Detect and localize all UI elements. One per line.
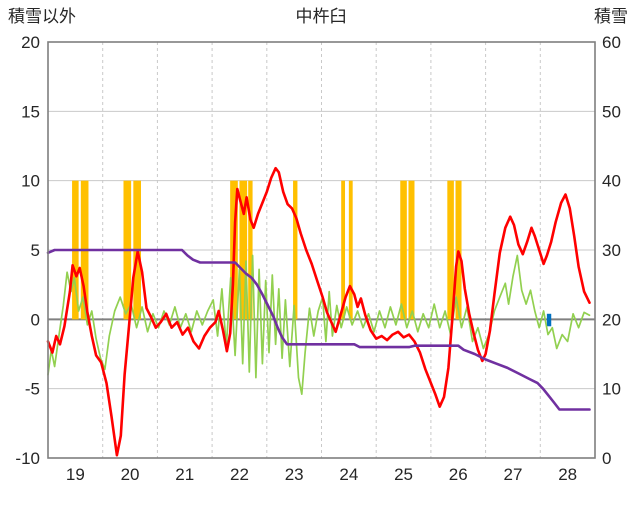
left-tick-label: 10 [21,172,40,191]
x-tick-label: 22 [230,465,249,484]
orange-bars [341,180,346,320]
x-tick-label: 24 [339,465,358,484]
right-tick-label: 0 [602,449,611,468]
x-tick-label: 26 [449,465,468,484]
right-tick-label: 60 [602,33,621,52]
x-tick-label: 20 [121,465,140,484]
blue-bar [546,313,552,327]
left-tick-label: -10 [15,449,40,468]
left-axis-header: 積雪以外 [8,7,76,26]
series-red-line [46,166,591,457]
left-tick-label: -5 [25,380,40,399]
orange-bars [400,180,407,320]
x-tick-label: 19 [66,465,85,484]
x-tick-label: 28 [558,465,577,484]
right-tick-label: 10 [602,380,621,399]
right-tick-label: 20 [602,310,621,329]
plot-border [47,41,596,459]
left-tick-label: 20 [21,33,40,52]
orange-bars [248,180,253,320]
orange-bars [447,180,454,320]
x-tick-label: 27 [503,465,522,484]
orange-bars [408,180,415,320]
left-tick-label: 0 [31,310,40,329]
orange-bars [455,180,462,320]
right-tick-label: 40 [602,172,621,191]
right-axis-header: 積雪 [594,7,628,26]
series-purple-line [46,248,591,411]
x-tick-label: 23 [285,465,304,484]
orange-bars [293,180,298,320]
chart-title: 中杵臼 [296,7,347,26]
left-tick-label: 15 [21,102,40,121]
series-green-line [47,254,591,396]
x-tick-label: 21 [175,465,194,484]
orange-bars [348,180,353,320]
right-tick-label: 50 [602,102,621,121]
right-tick-label: 30 [602,241,621,260]
x-tick-label: 25 [394,465,413,484]
left-tick-label: 5 [31,241,40,260]
orange-bars [239,180,248,320]
